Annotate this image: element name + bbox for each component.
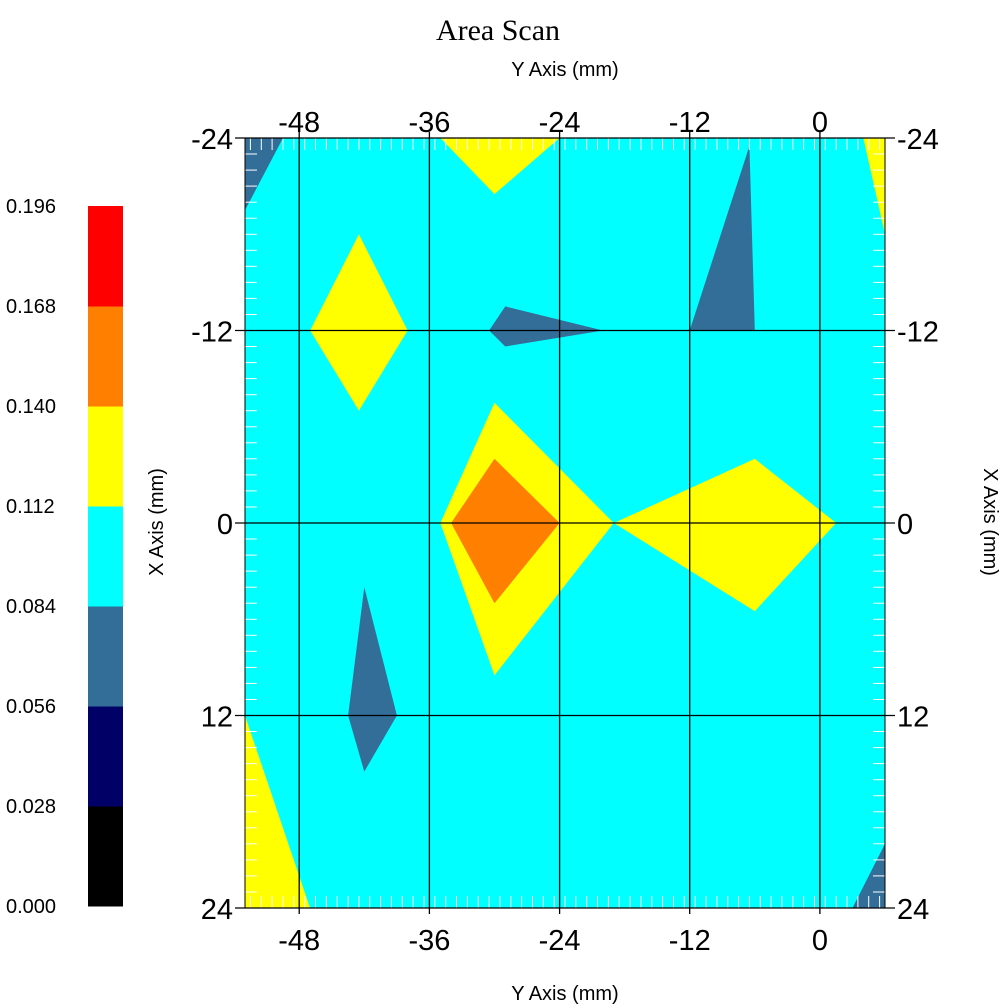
top-axis-title: Y Axis (mm): [511, 59, 618, 81]
tick-label-left: -12: [191, 317, 233, 349]
contour-region-2: [613, 458, 837, 612]
tick-label-top: -48: [278, 107, 320, 139]
tick-label-right: 0: [897, 509, 913, 541]
bottom-axis-title: Y Axis (mm): [511, 983, 618, 1005]
right-axis-title: X Axis (mm): [979, 468, 1001, 576]
tick-label-bottom: -24: [539, 925, 581, 957]
tick-label-right: 24: [897, 894, 929, 926]
colorbar-label: 0.084: [6, 596, 56, 618]
left-axis-title: X Axis (mm): [146, 468, 168, 576]
colorbar-label: 0.168: [6, 296, 56, 318]
tick-label-top: -12: [669, 107, 711, 139]
contour-region-11: [245, 138, 283, 211]
tick-label-bottom: -36: [408, 925, 450, 957]
contour-region-5: [440, 138, 560, 195]
tick-label-left: 24: [201, 894, 233, 926]
tick-label-top: -36: [408, 107, 450, 139]
colorbar-label: 0.196: [6, 196, 56, 218]
minor-ticks: [245, 138, 885, 908]
tick-label-left: 0: [217, 509, 233, 541]
colorbar-label: 0.028: [6, 796, 56, 818]
tick-label-right: 12: [897, 702, 929, 734]
tick-label-bottom: -48: [278, 925, 320, 957]
contour-region-9: [689, 146, 755, 331]
contour-region-3: [451, 458, 560, 604]
colorbar-swatch-7: [88, 206, 123, 307]
tick-label-bottom: -12: [669, 925, 711, 957]
colorbar-label: 0.056: [6, 696, 56, 718]
contour-regions: [245, 138, 885, 908]
plot-border: [244, 137, 886, 909]
contour-region-8: [489, 306, 603, 347]
colorbar-swatch-4: [88, 506, 123, 607]
colorbar-label: 0.140: [6, 396, 56, 418]
chart-title: Area Scan: [436, 14, 560, 47]
colorbar-swatch-5: [88, 406, 123, 507]
colorbar-swatch-3: [88, 606, 123, 707]
colorbar-swatch-2: [88, 706, 123, 807]
tick-label-right: -24: [897, 124, 939, 156]
colorbar-swatch-1: [88, 806, 123, 907]
tick-label-left: -24: [191, 124, 233, 156]
contour-region-4: [310, 234, 408, 411]
tick-label-top: -24: [539, 107, 581, 139]
colorbar-swatch-6: [88, 306, 123, 407]
contour-region-7: [245, 715, 311, 908]
tick-label-right: -12: [897, 317, 939, 349]
tick-label-bottom: 0: [812, 925, 828, 957]
tick-label-left: 12: [201, 702, 233, 734]
colorbar: 0.000 0.028 0.056 0.084 0.112 0.140 0.168 0.196: [6, 196, 123, 918]
tick-label-top: 0: [812, 107, 828, 139]
colorbar-label: 0.112: [6, 496, 55, 518]
plot-area: -48 -48 -36 -36 -24 -24 -12 -12 0 0 -24 -24 -12 -12 0 0…: [191, 107, 939, 957]
contour-region-10: [348, 587, 397, 772]
colorbar-label: 0.000: [6, 896, 56, 918]
